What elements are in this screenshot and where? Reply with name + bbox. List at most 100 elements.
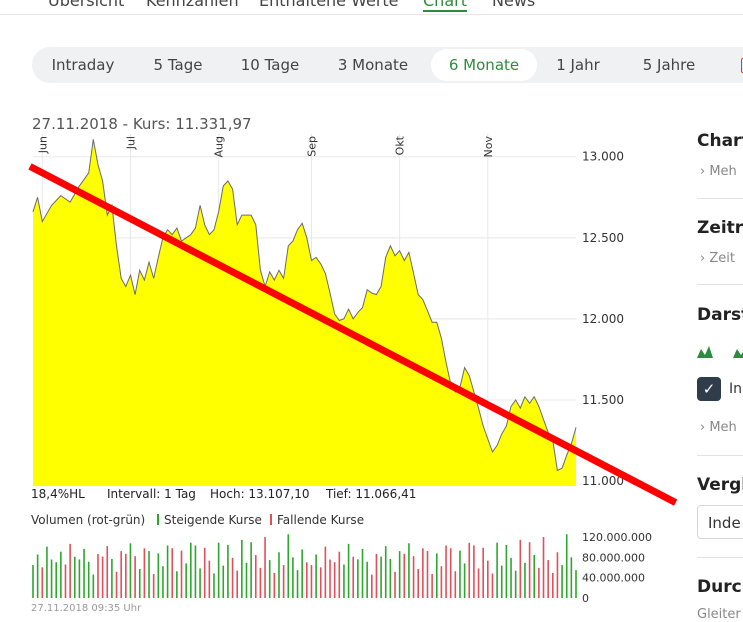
chart-timestamp: 27.11.2018 09:35 Uhr	[31, 603, 142, 614]
tab-1[interactable]: Kennzahlen	[146, 0, 239, 10]
range-stat: 18,4%HL	[31, 487, 85, 501]
volume-bar	[403, 553, 406, 598]
volume-bar	[50, 559, 53, 598]
volume-tick-label: 80.000.000	[582, 551, 645, 564]
checkbox[interactable]: ✓	[697, 377, 721, 401]
volume-bar	[41, 567, 44, 598]
interval-stat: Intervall: 1 Tag	[107, 487, 196, 501]
volume-bar	[115, 571, 118, 598]
range-button-4[interactable]: 6 Monate	[431, 49, 537, 81]
tab-2[interactable]: Enthaltene Werte	[259, 0, 399, 10]
volume-tick-label: 120.000.000	[582, 531, 652, 544]
volume-bar	[143, 548, 146, 598]
volume-bar	[125, 553, 127, 598]
volume-title: Volumen (rot-grün)	[31, 513, 146, 527]
volume-bar	[510, 557, 512, 598]
volume-bar	[78, 559, 81, 598]
volume-bar	[203, 547, 206, 598]
volume-bar	[445, 545, 447, 598]
volume-bar	[542, 537, 545, 598]
volume-bar	[514, 570, 517, 598]
volume-bar	[528, 542, 531, 598]
volume-bar	[176, 571, 178, 598]
volume-bar	[487, 560, 489, 598]
range-button-1[interactable]: 5 Tage	[153, 56, 203, 74]
volume-bar	[278, 552, 280, 598]
volume-bar	[120, 551, 122, 598]
volume-bar	[101, 556, 104, 598]
volume-bar	[157, 553, 160, 598]
tab-3[interactable]: Chart	[423, 0, 467, 12]
sidebar-more-link-2[interactable]: › Zeit	[700, 251, 735, 266]
volume-bar	[575, 570, 577, 598]
month-label: Jul	[124, 136, 137, 150]
volume-bar	[370, 574, 373, 598]
chevron-right-icon: ›	[700, 420, 710, 435]
volume-bar	[208, 560, 211, 598]
volume-bar	[524, 562, 526, 598]
volume-bar	[347, 543, 350, 598]
volume-bar	[64, 564, 67, 598]
volume-bar	[398, 551, 401, 598]
mountain-chart-icon-2[interactable]	[733, 346, 743, 358]
sidebar-heading-zeitraum: Zeitr	[697, 218, 743, 238]
volume-bar	[394, 571, 396, 598]
sidebar-gleitend: Gleiter	[697, 607, 741, 622]
volume-bar	[468, 542, 471, 598]
legend-rising-label: Steigende Kurse	[164, 513, 262, 527]
volume-bar	[357, 559, 359, 598]
volume-bar	[166, 545, 169, 598]
volume-bars	[32, 534, 577, 598]
volume-bar	[449, 548, 452, 598]
volume-bar	[547, 560, 549, 598]
price-line	[32, 139, 577, 472]
volume-bar	[333, 562, 336, 598]
range-button-6[interactable]: 5 Jahre	[642, 56, 696, 74]
volume-bar	[185, 563, 187, 598]
volume-bar	[533, 555, 536, 598]
legend-rising: Steigende Kurse	[157, 513, 262, 527]
volume-bar	[324, 546, 327, 598]
volume-bar	[473, 545, 475, 598]
sidebar-more-link-1[interactable]: › Meh	[700, 164, 737, 179]
range-button-2[interactable]: 10 Tage	[240, 56, 300, 74]
volume-bar	[440, 566, 443, 598]
volume-bar	[329, 559, 331, 598]
range-button-5[interactable]: 1 Jahr	[556, 56, 600, 74]
falling-legend-icon	[270, 514, 272, 525]
y-tick-label: 11.000	[582, 474, 624, 488]
index-select[interactable]: Inde	[697, 505, 743, 539]
volume-bar	[366, 561, 368, 598]
legend-falling-label: Fallende Kurse	[277, 513, 365, 527]
legend-falling: Fallende Kurse	[270, 513, 364, 527]
volume-bar	[435, 553, 438, 598]
range-button-0[interactable]: Intraday	[51, 56, 115, 74]
month-label: Aug	[213, 136, 226, 157]
volume-bar	[83, 548, 85, 598]
sidebar-heading-durchschnitt: Durch	[697, 577, 743, 597]
volume-bar	[259, 567, 262, 598]
rising-legend-icon	[157, 514, 159, 525]
volume-bar	[361, 548, 364, 598]
volume-bar	[273, 572, 276, 598]
volume-bar	[310, 565, 313, 598]
sidebar-more-link-3-label: Meh	[709, 420, 737, 435]
tab-4[interactable]: News	[492, 0, 536, 10]
volume-bar	[264, 537, 266, 598]
volume-bar	[352, 556, 355, 598]
volume-bar	[570, 557, 573, 598]
volume-bar	[282, 565, 285, 598]
volume-bar	[343, 564, 345, 598]
volume-bar	[463, 563, 466, 598]
high-stat: Hoch: 13.107,10	[210, 487, 310, 501]
tab-0[interactable]: Übersicht	[48, 0, 125, 10]
mountain-chart-icon[interactable]	[697, 346, 713, 358]
trend-line	[28, 163, 678, 506]
sidebar-more-link-3[interactable]: › Meh	[700, 420, 737, 435]
range-button-3[interactable]: 3 Monate	[337, 56, 409, 74]
volume-bar	[194, 545, 197, 598]
range-selector: Intraday 5 Tage 10 Tage 3 Monate 6 Monate 1 J…	[32, 47, 743, 83]
volume-bar	[87, 561, 90, 598]
month-label: Sep	[305, 136, 318, 157]
volume-bar	[36, 554, 39, 598]
